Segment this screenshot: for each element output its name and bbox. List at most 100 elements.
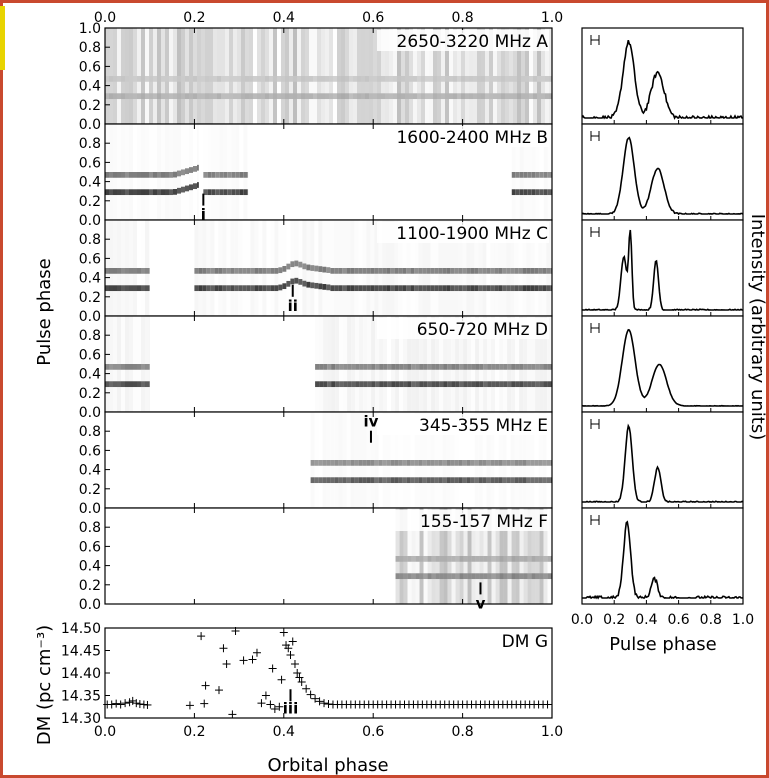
pulse-band — [238, 268, 243, 274]
pulse-band — [514, 477, 519, 484]
y-tick-label: 1.0 — [79, 21, 101, 37]
pulse-band — [278, 284, 283, 291]
pulse-band — [457, 76, 461, 82]
dm-point — [288, 637, 297, 646]
pulse-band — [293, 93, 297, 100]
pulse-band — [482, 460, 487, 466]
pulse-band — [395, 381, 400, 388]
pulse-band — [113, 172, 117, 178]
pulse-band — [531, 381, 536, 388]
pulse-band — [485, 76, 489, 82]
pulse-band — [447, 556, 452, 562]
pulse-band — [483, 573, 488, 580]
profile-line — [581, 328, 744, 407]
waterfall-column — [197, 124, 199, 220]
pulse-band — [503, 381, 508, 388]
marker-label-ii: ii — [288, 297, 298, 315]
pulse-band — [329, 93, 333, 100]
pulse-band — [510, 285, 515, 292]
pulse-band — [441, 93, 445, 100]
pulse-band — [471, 364, 476, 370]
pulse-band — [229, 76, 233, 82]
pulse-band — [378, 285, 383, 292]
waterfall-column — [290, 220, 295, 316]
pulse-band — [254, 285, 259, 292]
y-tick-label: 0.0 — [79, 597, 101, 613]
pulse-band — [503, 364, 508, 370]
pulse-band — [422, 477, 427, 484]
pulse-band — [421, 93, 425, 100]
pulse-band — [482, 268, 487, 274]
pulse-band — [230, 268, 235, 274]
pulse-band — [467, 364, 472, 370]
pulse-band — [269, 93, 273, 100]
pulse-band — [237, 93, 241, 100]
pulse-band — [277, 93, 281, 100]
pulse-band — [397, 76, 401, 82]
pulse-band — [393, 76, 397, 82]
pulse-band — [235, 172, 240, 178]
pulse-band — [458, 477, 463, 484]
pulse-band — [513, 93, 517, 100]
top-x-tick-label: 0.2 — [183, 10, 205, 26]
dm-point — [268, 664, 277, 673]
pulse-band — [234, 268, 239, 274]
pulse-band — [177, 93, 181, 100]
pulse-band — [241, 93, 245, 100]
pulse-band — [189, 184, 193, 191]
dm-point — [302, 684, 311, 693]
pulse-band — [395, 573, 400, 580]
pulse-band — [454, 477, 459, 484]
pulse-band — [457, 93, 461, 100]
pulse-band — [319, 364, 324, 370]
pulse-band — [453, 93, 457, 100]
pulse-band — [434, 477, 439, 484]
pulse-band — [310, 477, 315, 484]
pulse-band — [539, 573, 544, 580]
pulse-band — [247, 189, 249, 196]
y-tick-label: 0.8 — [79, 328, 101, 344]
pulse-band — [297, 93, 301, 100]
pulse-band — [338, 477, 343, 484]
pulse-band — [498, 268, 503, 274]
y-tick-label: 0.2 — [79, 290, 101, 306]
pulse-band — [117, 364, 121, 370]
pulse-band — [189, 76, 193, 82]
pulse-band — [306, 264, 311, 271]
pulse-band — [463, 556, 468, 562]
y-tick-label: 0.8 — [79, 40, 101, 56]
pulse-band — [418, 477, 423, 484]
panel-label-bg — [377, 510, 549, 531]
pulse-band — [445, 76, 449, 82]
pulse-band — [270, 268, 275, 274]
pulse-band — [511, 381, 516, 388]
pulse-band — [355, 381, 360, 388]
pulse-band — [534, 285, 539, 292]
pulse-band — [475, 364, 480, 370]
pulse-band — [301, 93, 305, 100]
pulse-band — [399, 556, 404, 562]
dm-point — [200, 699, 209, 708]
pulse-band — [454, 460, 459, 466]
pulse-band — [375, 364, 380, 370]
pulse-band — [290, 261, 295, 268]
pulse-band — [309, 93, 313, 100]
dm-x-tick-label: 0.4 — [273, 724, 295, 740]
pulse-band — [117, 189, 121, 196]
pulse-band — [247, 172, 249, 178]
pulse-band — [423, 573, 428, 580]
pulse-band — [526, 477, 531, 484]
y-tick-label: 0.8 — [79, 232, 101, 248]
pulse-band — [522, 477, 527, 484]
pulse-band — [395, 364, 400, 370]
pulse-band — [237, 76, 241, 82]
pulse-band — [463, 381, 468, 388]
pulse-band — [382, 268, 387, 274]
pulse-band — [394, 460, 399, 466]
pulse-band — [249, 76, 253, 82]
pulse-band — [129, 189, 133, 196]
pulse-band — [459, 556, 464, 562]
pulse-band — [173, 189, 177, 195]
dm-point — [132, 699, 141, 708]
pulse-band — [506, 477, 511, 484]
